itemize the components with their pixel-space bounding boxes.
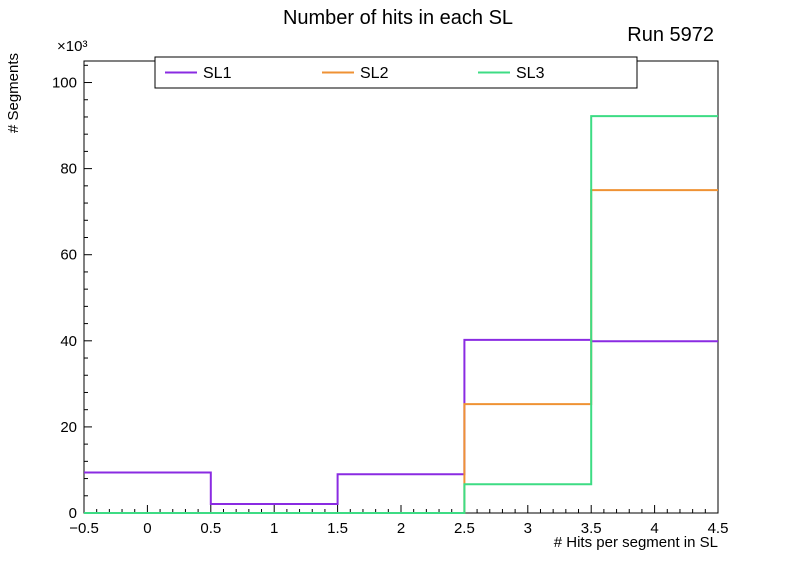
x-tick-label: 1 <box>270 520 278 537</box>
series-line-SL2 <box>84 189 718 514</box>
x-tick-label: 1.5 <box>327 520 348 537</box>
y-tick-label: 40 <box>60 333 77 350</box>
x-tick-label: −0.5 <box>69 520 99 537</box>
x-tick-label: 3.5 <box>581 520 602 537</box>
series-line-SL3 <box>84 115 718 514</box>
x-tick-label: 2 <box>397 520 405 537</box>
y-tick-label: 60 <box>60 247 77 264</box>
series-line-SL1 <box>84 338 718 505</box>
legend: SL1 SL2 SL3 <box>154 56 638 89</box>
x-tick-label: 2.5 <box>454 520 475 537</box>
y-tick-label: 0 <box>69 505 77 522</box>
x-axis-title: # Hits per segment in SL <box>554 534 718 551</box>
series-lines <box>84 115 718 514</box>
y-tick-label: 20 <box>60 419 77 436</box>
y-tick-label: 80 <box>60 161 77 178</box>
plot-frame <box>83 60 719 514</box>
y-tick-label: 100 <box>52 75 77 92</box>
x-tick-label: 0 <box>143 520 151 537</box>
legend-label-SL1: SL1 <box>203 65 232 82</box>
y-axis-title: # Segments <box>5 53 22 133</box>
x-tick-label: 3 <box>524 520 532 537</box>
chart-title: Number of hits in each SL <box>283 7 513 29</box>
run-label: Run 5972 <box>627 24 714 46</box>
legend-label-SL3: SL3 <box>516 65 545 82</box>
x-tick-label: 4 <box>650 520 658 537</box>
x-tick-label: 4.5 <box>708 520 729 537</box>
x-tick-label: 0.5 <box>200 520 221 537</box>
legend-label-SL2: SL2 <box>360 65 389 82</box>
legend-box <box>154 56 638 89</box>
y-axis-multiplier: ×10³ <box>57 38 87 55</box>
